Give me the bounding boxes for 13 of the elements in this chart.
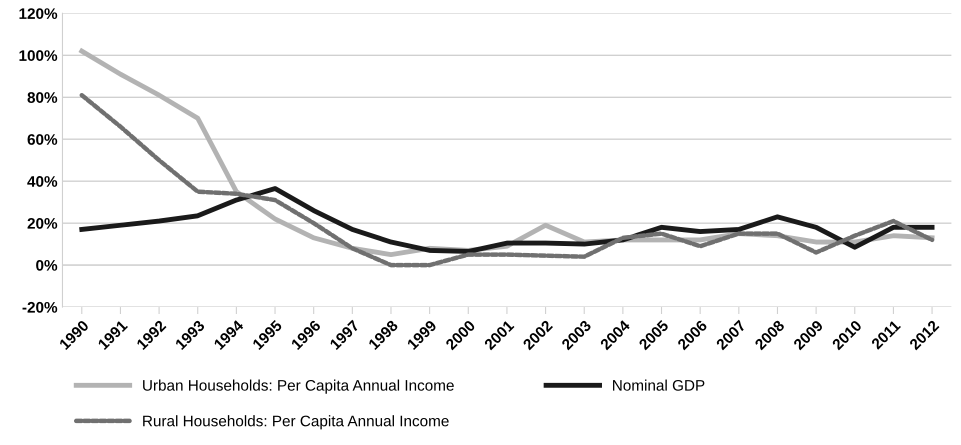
y-tick-label: 60%: [28, 134, 58, 145]
y-tick-label: -20%: [22, 302, 58, 313]
y-tick-label: 40%: [27, 176, 58, 187]
legend-label: Nominal GDP: [613, 380, 704, 391]
y-tick-label: 80%: [28, 92, 58, 103]
legend-label: Urban Households: Per Capita Annual Income: [143, 380, 454, 394]
y-tick-label: 120%: [19, 8, 58, 20]
y-tick-label: 20%: [28, 218, 58, 229]
y-tick-label: 0%: [36, 260, 58, 271]
line-series: [79, 186, 934, 254]
legend-label: Rural Households: Per Capita Annual Income: [143, 415, 449, 430]
line-series: [80, 92, 934, 268]
y-tick-label: 100%: [19, 50, 58, 61]
